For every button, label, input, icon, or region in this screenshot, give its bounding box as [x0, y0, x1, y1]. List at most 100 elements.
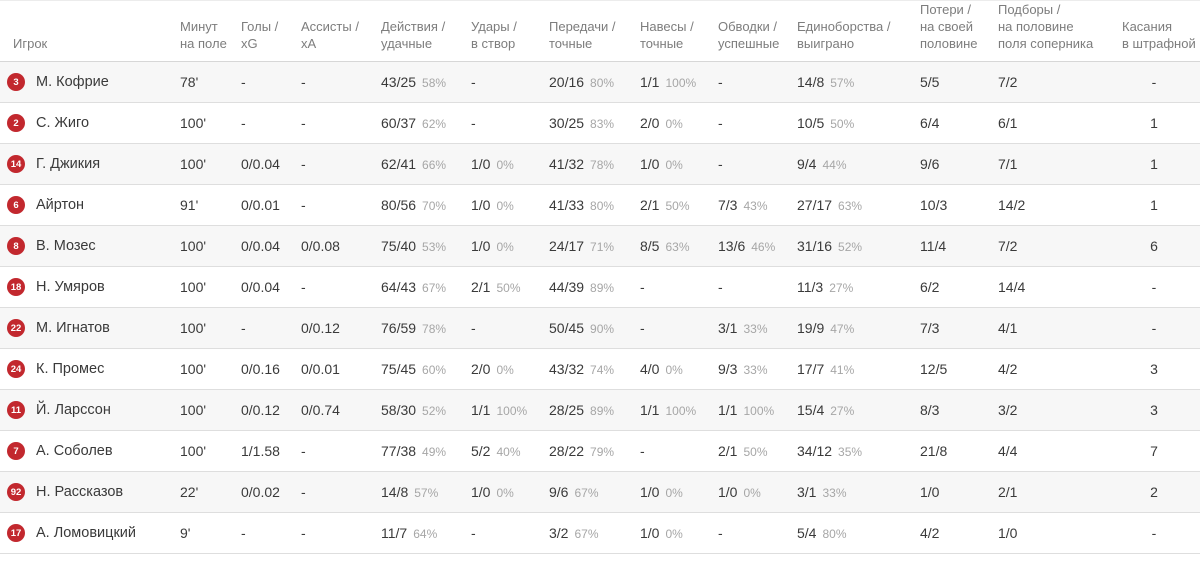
- table-row[interactable]: 17 А. Ломовицкий 9' - - 11/7 64% - 3/2 67% 1/0 0% - 5…: [0, 512, 1200, 554]
- stat-value: 24/17: [549, 238, 585, 254]
- cell-duels: 11/3 27%: [797, 267, 920, 308]
- cell-player: 18 Н. Умяров: [0, 267, 180, 308]
- column-header-shots: Удары / в створ: [471, 0, 549, 62]
- cell-assists-xa: -: [301, 62, 381, 103]
- stat-value: 2/0: [471, 361, 491, 377]
- cell-assists-xa: -: [301, 144, 381, 185]
- cell-assists-xa: 0/0.74: [301, 390, 381, 431]
- table-row[interactable]: 92 Н. Рассказов 22' 0/0.02 - 14/8 57% 1/0 0% 9/6 6…: [0, 471, 1200, 513]
- cell-actions: 75/40 53%: [381, 226, 471, 267]
- cell-losses: 5/5: [920, 62, 998, 103]
- player-name: С. Жиго: [36, 115, 90, 131]
- player-number-badge: 11: [7, 401, 25, 419]
- player-info: 92 Н. Рассказов: [7, 483, 176, 501]
- table-row[interactable]: 2 С. Жиго 100' - - 60/37 62% - 30/25 83% 2/0 0% - 10/…: [0, 102, 1200, 144]
- stat-value: 11/4: [920, 238, 947, 254]
- cell-actions: 64/43 67%: [381, 267, 471, 308]
- cell-crosses: -: [640, 308, 718, 349]
- stat-value: 80/56: [381, 197, 417, 213]
- stat-value: 1/1: [640, 402, 660, 418]
- stat-value: -: [471, 74, 476, 90]
- cell-recoveries: 14/2: [998, 185, 1122, 226]
- cell-recoveries: 3/2: [998, 390, 1122, 431]
- cell-recoveries: 6/1: [998, 103, 1122, 144]
- stat-percent: 64%: [413, 527, 438, 541]
- cell-passes: 44/39 89%: [549, 267, 640, 308]
- cell-box-touches: 1: [1122, 103, 1200, 144]
- cell-shots: 1/0 0%: [471, 226, 549, 267]
- stat-value: 14/2: [998, 197, 1026, 213]
- cell-player: 6 Айртон: [0, 185, 180, 226]
- stat-value: 2/0: [640, 115, 660, 131]
- table-row[interactable]: 11 Й. Ларссон 100' 0/0.12 0/0.74 58/30 52% 1/1 1…: [0, 389, 1200, 431]
- stat-percent: 53%: [422, 240, 447, 254]
- stat-value: 100': [180, 443, 207, 459]
- stat-value: 9/3: [718, 361, 738, 377]
- cell-recoveries: 7/2: [998, 62, 1122, 103]
- table-row[interactable]: 24 К. Промес 100' 0/0.16 0/0.01 75/45 60% 2/0 0%…: [0, 348, 1200, 390]
- cell-recoveries: 4/2: [998, 349, 1122, 390]
- stat-value: 60/37: [381, 115, 417, 131]
- table-row[interactable]: 3 М. Кофрие 78' - - 43/25 58% - 20/16 80% 1/1 100% -…: [0, 61, 1200, 103]
- stat-value: 7/2: [998, 238, 1018, 254]
- stat-value: -: [241, 525, 246, 541]
- cell-goals-xg: 0/0.01: [241, 185, 301, 226]
- table-row[interactable]: 7 А. Соболев 100' 1/1.58 - 77/38 49% 5/2 40% 28/2…: [0, 430, 1200, 472]
- stat-percent: 57%: [830, 76, 855, 90]
- stat-value: 1: [1150, 115, 1158, 131]
- stat-value: 0/0.04: [241, 156, 280, 172]
- table-row[interactable]: 8 В. Мозес 100' 0/0.04 0/0.08 75/40 53% 1/0 0% 24…: [0, 225, 1200, 267]
- stat-percent: 27%: [830, 404, 855, 418]
- stat-percent: 100%: [665, 76, 697, 90]
- table-row[interactable]: 14 Г. Джикия 100' 0/0.04 - 62/41 66% 1/0 0% 41/32…: [0, 143, 1200, 185]
- player-number-badge: 7: [7, 442, 25, 460]
- stat-value: -: [471, 525, 476, 541]
- cell-goals-xg: 0/0.02: [241, 472, 301, 513]
- cell-losses: 10/3: [920, 185, 998, 226]
- stat-percent: 0%: [743, 486, 761, 500]
- stat-percent: 100%: [743, 404, 775, 418]
- stat-value: 75/40: [381, 238, 417, 254]
- cell-passes: 20/16 80%: [549, 62, 640, 103]
- cell-minutes: 100': [180, 103, 241, 144]
- stat-percent: 50%: [830, 117, 855, 131]
- stat-percent: 80%: [590, 76, 615, 90]
- cell-assists-xa: -: [301, 267, 381, 308]
- stat-value: 43/25: [381, 74, 417, 90]
- cell-assists-xa: -: [301, 185, 381, 226]
- table-row[interactable]: 18 Н. Умяров 100' 0/0.04 - 64/43 67% 2/1 50% 44/3…: [0, 266, 1200, 308]
- cell-box-touches: 3: [1122, 349, 1200, 390]
- cell-recoveries: 2/1: [998, 472, 1122, 513]
- stat-value: 0/0.01: [301, 361, 340, 377]
- stat-value: -: [1151, 279, 1157, 295]
- stat-percent: 80%: [822, 527, 847, 541]
- stat-value: -: [301, 443, 306, 459]
- player-name: М. Игнатов: [36, 320, 110, 336]
- player-info: 22 М. Игнатов: [7, 319, 176, 337]
- stat-percent: 66%: [422, 158, 447, 172]
- stat-percent: 63%: [665, 240, 690, 254]
- table-row[interactable]: 6 Айртон 91' 0/0.01 - 80/56 70% 1/0 0% 41/33 80% 2/…: [0, 184, 1200, 226]
- player-info: 3 М. Кофрие: [7, 73, 176, 91]
- column-header-assists-xa: Ассисты / xA: [301, 0, 381, 62]
- stat-value: 0/0.12: [241, 402, 280, 418]
- stat-value: 3/1: [797, 484, 817, 500]
- table-row[interactable]: 22 М. Игнатов 100' - 0/0.12 76/59 78% - 50/45 90%…: [0, 307, 1200, 349]
- stat-percent: 33%: [743, 363, 768, 377]
- player-table-body: 3 М. Кофрие 78' - -43/25 58% -20/16 80% 1/1 100% -…: [0, 61, 1200, 554]
- cell-box-touches: -: [1122, 62, 1200, 103]
- cell-goals-xg: 0/0.12: [241, 390, 301, 431]
- stat-value: 28/22: [549, 443, 585, 459]
- stat-percent: 0%: [496, 363, 514, 377]
- stat-value: 64/43: [381, 279, 417, 295]
- stat-value: 9/4: [797, 156, 817, 172]
- cell-goals-xg: 1/1.58: [241, 431, 301, 472]
- cell-player: 17 А. Ломовицкий: [0, 513, 180, 554]
- stat-percent: 44%: [822, 158, 847, 172]
- stat-value: 2/1: [998, 484, 1018, 500]
- cell-minutes: 100': [180, 431, 241, 472]
- cell-duels: 17/7 41%: [797, 349, 920, 390]
- stat-percent: 43%: [743, 199, 768, 213]
- column-header-crosses: Навесы / точные: [640, 0, 718, 62]
- cell-losses: 6/2: [920, 267, 998, 308]
